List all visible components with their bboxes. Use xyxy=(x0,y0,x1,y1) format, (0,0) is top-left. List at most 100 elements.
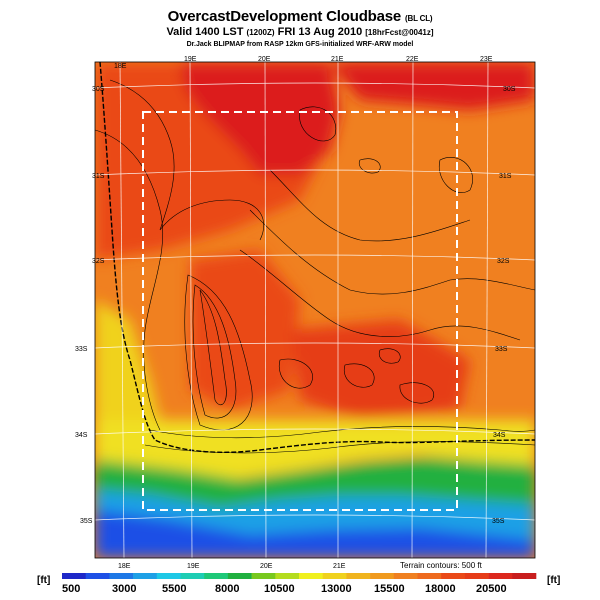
red-orange-east xyxy=(290,320,470,420)
lat-label-left: 32S xyxy=(92,258,105,265)
colorbar-swatch xyxy=(370,573,395,579)
colorbar-swatch xyxy=(85,573,110,579)
lat-label-right: 31S xyxy=(499,173,512,180)
meridian-line xyxy=(485,62,489,558)
lat-label-right: 35S xyxy=(492,518,505,525)
colorbar-label: 13000 xyxy=(321,583,352,595)
colorbar-swatch xyxy=(441,573,466,579)
terrain-contour-line xyxy=(199,289,227,405)
parallel-line xyxy=(95,514,535,521)
lat-label-right: 33S xyxy=(495,346,508,353)
terrain-contour-line xyxy=(378,348,401,364)
colorbar-unit-right: [ft] xyxy=(547,575,560,586)
lat-label-left: 31S xyxy=(92,173,105,180)
terrain-contour-line xyxy=(159,199,265,241)
terrain-contour-line xyxy=(192,284,237,419)
colorbar-swatch xyxy=(512,573,537,579)
colorbar-swatch xyxy=(109,573,134,579)
terrain-contour-line xyxy=(149,426,535,439)
lat-label-left: 34S xyxy=(75,432,88,439)
colorbar-unit-left: [ft] xyxy=(37,575,50,586)
colorbar-swatch xyxy=(322,573,347,579)
lat-label-right: 34S xyxy=(493,432,506,439)
map-border xyxy=(94,61,536,559)
forecast-tag: [18hrFcst@0041z] xyxy=(365,28,434,37)
colorbar-swatch xyxy=(227,573,252,579)
colorbar-swatch xyxy=(488,573,513,579)
valid-time-line: Valid 1400 LST (1200Z) FRI 13 Aug 2010 [… xyxy=(0,26,600,38)
lat-label-left: 30S xyxy=(92,86,105,93)
meridian-line xyxy=(264,62,267,558)
title-main: OvercastDevelopment Cloudbase xyxy=(167,8,402,25)
terrain-contour-line xyxy=(109,79,175,231)
colorbar-label: 15500 xyxy=(374,583,405,595)
chart-title: OvercastDevelopment Cloudbase (BL CL) xyxy=(0,8,600,25)
lon-label-bottom: 19E xyxy=(187,563,200,570)
terrain-contour-note: Terrain contours: 500 ft xyxy=(400,561,483,570)
colorbar-swatch xyxy=(417,573,442,579)
colorbar-label: 5500 xyxy=(162,583,186,595)
terrain-contour-line xyxy=(299,106,337,142)
colorbar-swatch xyxy=(393,573,418,579)
parallel-line xyxy=(95,254,535,261)
lat-label-right: 32S xyxy=(497,258,510,265)
lon-label-top: 22E xyxy=(406,56,419,63)
lon-label-bottom: 18E xyxy=(118,563,131,570)
valid-utc: (1200Z) xyxy=(246,28,275,37)
lon-label-top: 20E xyxy=(258,56,271,63)
red-core-north xyxy=(180,62,340,175)
terrain-contour-line xyxy=(95,129,164,431)
coastline xyxy=(99,62,535,453)
colorbar-swatch xyxy=(62,573,86,579)
yellow-south-band xyxy=(95,420,535,480)
terrain-contour-line xyxy=(144,441,535,454)
valid-line: Valid 1400 LST xyxy=(166,26,244,38)
lon-label-bottom: 20E xyxy=(260,563,273,570)
colorbar-swatch xyxy=(275,573,300,579)
colorbar-swatch xyxy=(133,573,158,579)
terrain-contour-line xyxy=(278,358,313,389)
lon-label-top: 23E xyxy=(480,56,493,63)
lat-lon-grid xyxy=(95,62,535,558)
meridian-line xyxy=(119,62,125,558)
colorbar-label: 500 xyxy=(62,583,80,595)
colorbar-label: 18000 xyxy=(425,583,456,595)
lon-label-bottom: 21E xyxy=(333,563,346,570)
colorbar-swatch xyxy=(251,573,276,579)
colorbar-label: 10500 xyxy=(264,583,295,595)
lat-label-right: 30S xyxy=(503,86,516,93)
colorbar-label: 20500 xyxy=(476,583,507,595)
parallel-line xyxy=(95,169,535,176)
terrain-contour-line xyxy=(358,158,381,174)
lon-label-top: 19E xyxy=(184,56,197,63)
terrain-contours xyxy=(95,79,535,454)
terrain-contour-line xyxy=(184,274,253,431)
meridian-line xyxy=(411,62,414,558)
lat-label-left: 33S xyxy=(75,346,88,353)
colorbar-swatch xyxy=(299,573,323,579)
cloudbase-field xyxy=(95,62,535,558)
meridian-line xyxy=(189,62,193,558)
red-orange-interior xyxy=(190,250,300,410)
valid-date: FRI 13 Aug 2010 xyxy=(277,26,363,38)
terrain-contour-line xyxy=(249,209,535,295)
lon-label-top: 21E xyxy=(331,56,344,63)
colorbar xyxy=(62,573,537,579)
colorbar-labels: 500 3000 5500 8000 10500 13000 15500 180… xyxy=(62,583,507,595)
colorbar-swatch xyxy=(346,573,371,579)
colorbar-swatch xyxy=(180,573,205,579)
colorbar-label: 3000 xyxy=(112,583,136,595)
colorbar-swatch xyxy=(156,573,181,579)
map-area xyxy=(95,62,535,558)
deep-sea-band xyxy=(95,510,535,558)
colorbar-label: 8000 xyxy=(215,583,239,595)
parallel-line xyxy=(95,82,535,89)
colorbar-swatch xyxy=(464,573,489,579)
red-band-northeast xyxy=(330,62,535,110)
parallel-line xyxy=(95,342,535,349)
model-subtitle: Dr.Jack BLIPMAP from RASP 12km GFS-initi… xyxy=(186,41,414,48)
terrain-contour-line xyxy=(438,157,473,193)
inner-domain-box xyxy=(142,111,458,511)
terrain-contour-line xyxy=(269,169,471,242)
